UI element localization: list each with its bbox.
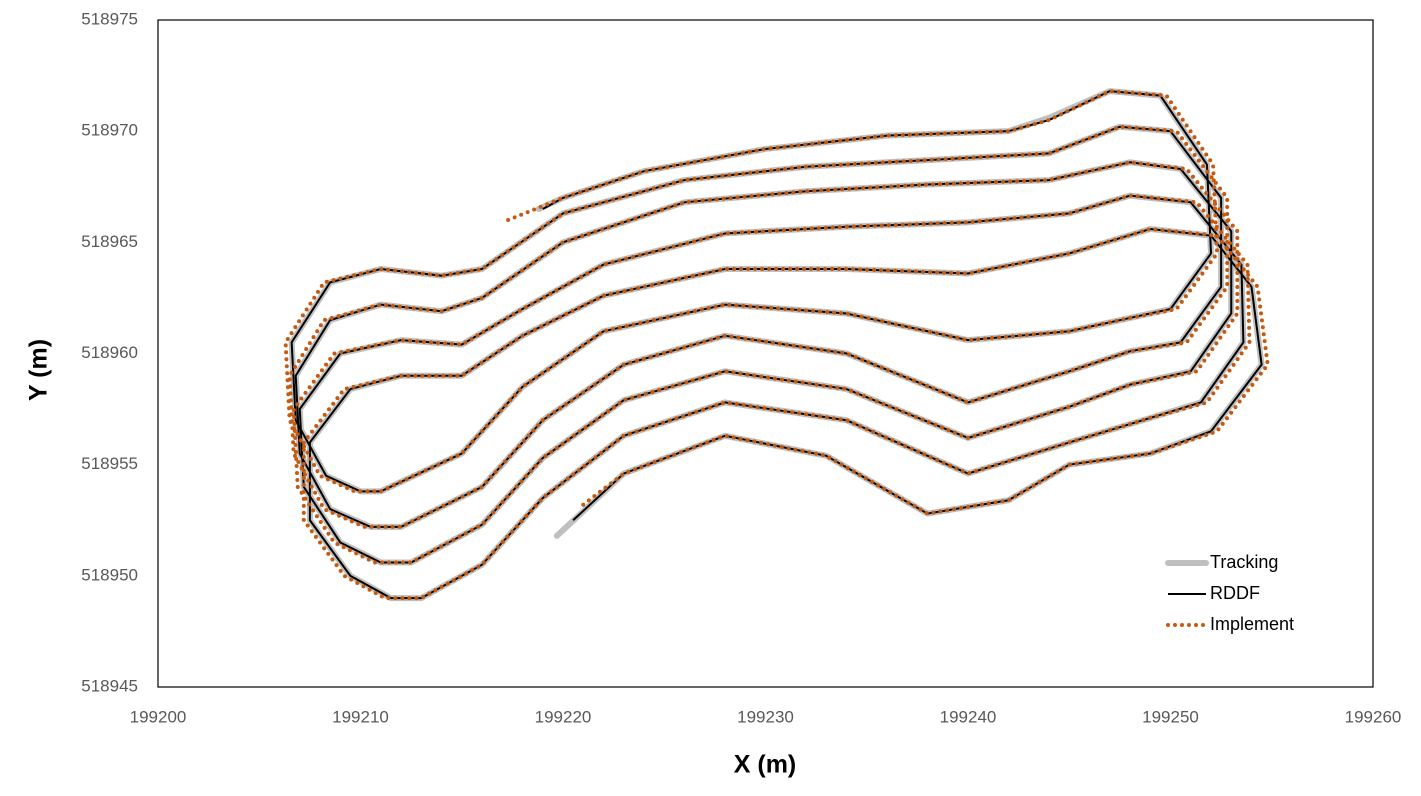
x-tick-label: 199230 [737, 707, 794, 726]
y-axis-title: Y (m) [25, 339, 53, 401]
x-tick-label: 199260 [1345, 707, 1402, 726]
x-tick-label: 199210 [332, 707, 389, 726]
x-tick-label: 199240 [940, 707, 997, 726]
y-tick-label: 518945 [81, 676, 138, 695]
x-tick-label: 199200 [130, 707, 187, 726]
y-tick-label: 518950 [81, 565, 138, 584]
plot-area [157, 19, 1374, 688]
y-tick-label: 518975 [81, 9, 138, 28]
legend-label: Implement [1210, 614, 1294, 634]
x-tick-label: 199220 [535, 707, 592, 726]
legend-label: RDDF [1210, 583, 1260, 603]
series-line [290, 90, 1263, 600]
y-tick-label: 518960 [81, 343, 138, 362]
x-axis-title: X (m) [734, 751, 797, 779]
x-tick-label: 199250 [1142, 707, 1199, 726]
y-tick-label: 518955 [81, 454, 138, 473]
legend-label: Tracking [1210, 552, 1278, 572]
series-line [283, 89, 1270, 601]
y-tick-label: 518970 [81, 121, 138, 140]
y-tick-label: 518965 [81, 232, 138, 251]
